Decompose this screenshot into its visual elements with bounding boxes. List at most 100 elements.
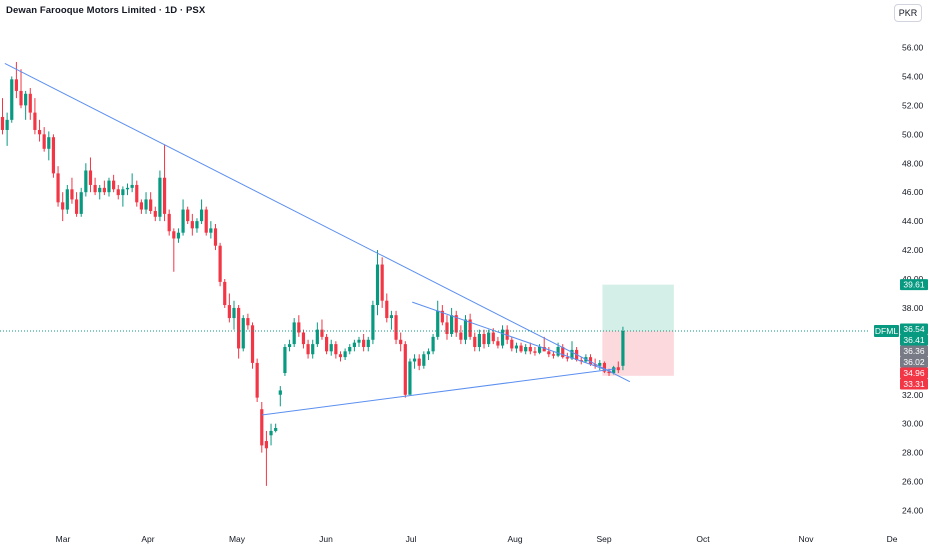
candle-body bbox=[542, 347, 546, 352]
y-tick-label: 46.00 bbox=[902, 187, 924, 197]
candle bbox=[329, 339, 333, 356]
price-tag-label: 33.31 bbox=[903, 379, 925, 389]
candle-body bbox=[380, 264, 384, 301]
candle-body bbox=[255, 362, 259, 398]
candle-body bbox=[232, 307, 236, 319]
candle-body bbox=[74, 199, 79, 214]
candle bbox=[338, 351, 343, 362]
candle-body bbox=[408, 361, 412, 395]
candle bbox=[149, 192, 153, 214]
position-tool-zones bbox=[602, 284, 674, 376]
candle-body bbox=[311, 344, 315, 355]
candle-body bbox=[65, 189, 69, 210]
candle bbox=[510, 336, 514, 352]
candle-body bbox=[570, 349, 574, 359]
candle-body bbox=[144, 199, 148, 210]
x-tick-label: Mar bbox=[56, 534, 71, 544]
candle-body bbox=[334, 344, 338, 355]
candle bbox=[186, 206, 190, 225]
candle bbox=[70, 177, 74, 204]
x-tick-label: May bbox=[229, 534, 246, 544]
candle bbox=[125, 183, 130, 196]
candle bbox=[107, 177, 111, 197]
candle-body bbox=[28, 93, 32, 113]
candle-body bbox=[514, 345, 519, 349]
candle-body bbox=[598, 362, 602, 366]
candle bbox=[547, 347, 551, 358]
candle-body bbox=[287, 344, 292, 348]
candle bbox=[65, 184, 69, 214]
candle-body bbox=[213, 228, 218, 246]
candle-body bbox=[209, 228, 213, 233]
candle-body bbox=[218, 245, 222, 282]
candle bbox=[528, 342, 532, 355]
candle bbox=[598, 360, 602, 371]
candle bbox=[408, 358, 412, 395]
y-tick-label: 26.00 bbox=[902, 477, 924, 487]
currency-selector-button[interactable]: PKR bbox=[894, 4, 922, 22]
candle bbox=[28, 88, 32, 120]
candle-body bbox=[112, 180, 116, 190]
candle-body bbox=[588, 357, 593, 365]
candle-body bbox=[473, 336, 477, 348]
candle bbox=[135, 180, 139, 207]
candle-body bbox=[250, 325, 255, 363]
x-tick-label: Oct bbox=[696, 534, 710, 544]
price-tag-label: 39.61 bbox=[903, 280, 925, 290]
candle-body bbox=[325, 336, 329, 352]
candle-body bbox=[593, 364, 597, 366]
candle bbox=[14, 61, 18, 99]
candle bbox=[246, 313, 250, 330]
candle-body bbox=[417, 358, 421, 366]
price-axis: 56.00 54.00 52.00 50.00 48.00 46.00 44.00 42.00… bbox=[902, 43, 924, 516]
candle bbox=[33, 98, 37, 135]
price-tag-bg bbox=[900, 279, 928, 291]
candle-body bbox=[56, 173, 60, 203]
price-tag-bg bbox=[900, 345, 928, 357]
candle-body bbox=[403, 344, 407, 395]
symbol-tag-label: DFML bbox=[875, 326, 898, 336]
candle-body bbox=[269, 430, 273, 436]
y-tick-label: 52.00 bbox=[902, 100, 924, 110]
candle-body bbox=[125, 187, 130, 190]
trendline bbox=[261, 368, 617, 416]
candle-body bbox=[88, 170, 93, 185]
candle bbox=[371, 300, 375, 345]
candle bbox=[514, 342, 519, 353]
x-tick-label: Nov bbox=[798, 534, 814, 544]
candle bbox=[158, 170, 162, 222]
candle bbox=[431, 333, 435, 355]
candle bbox=[519, 342, 523, 353]
candle-body bbox=[505, 329, 509, 340]
candle bbox=[403, 341, 407, 398]
candle bbox=[292, 318, 296, 348]
candle-body bbox=[42, 134, 46, 149]
candle bbox=[79, 187, 83, 217]
candle-body bbox=[524, 347, 528, 352]
candle bbox=[505, 325, 509, 345]
candle-body bbox=[362, 339, 366, 348]
candle-body bbox=[139, 202, 143, 210]
candle bbox=[482, 329, 486, 349]
candle-body bbox=[477, 333, 481, 348]
candle-body bbox=[510, 339, 514, 349]
candle-body bbox=[556, 347, 560, 356]
candle-body bbox=[612, 367, 616, 374]
candle bbox=[533, 347, 537, 356]
price-tag-label: 36.36 bbox=[903, 346, 925, 356]
candle bbox=[47, 131, 51, 161]
candle-body bbox=[371, 305, 375, 340]
candle bbox=[51, 134, 56, 178]
candle-body bbox=[121, 189, 125, 196]
candle-body bbox=[412, 358, 417, 362]
y-tick-label: 24.00 bbox=[902, 506, 924, 516]
candle-body bbox=[301, 332, 306, 345]
candle bbox=[121, 186, 125, 207]
candle bbox=[269, 423, 273, 446]
candle bbox=[352, 339, 356, 352]
candle-body bbox=[528, 347, 532, 352]
candle-body bbox=[551, 354, 556, 356]
candle bbox=[241, 315, 245, 352]
